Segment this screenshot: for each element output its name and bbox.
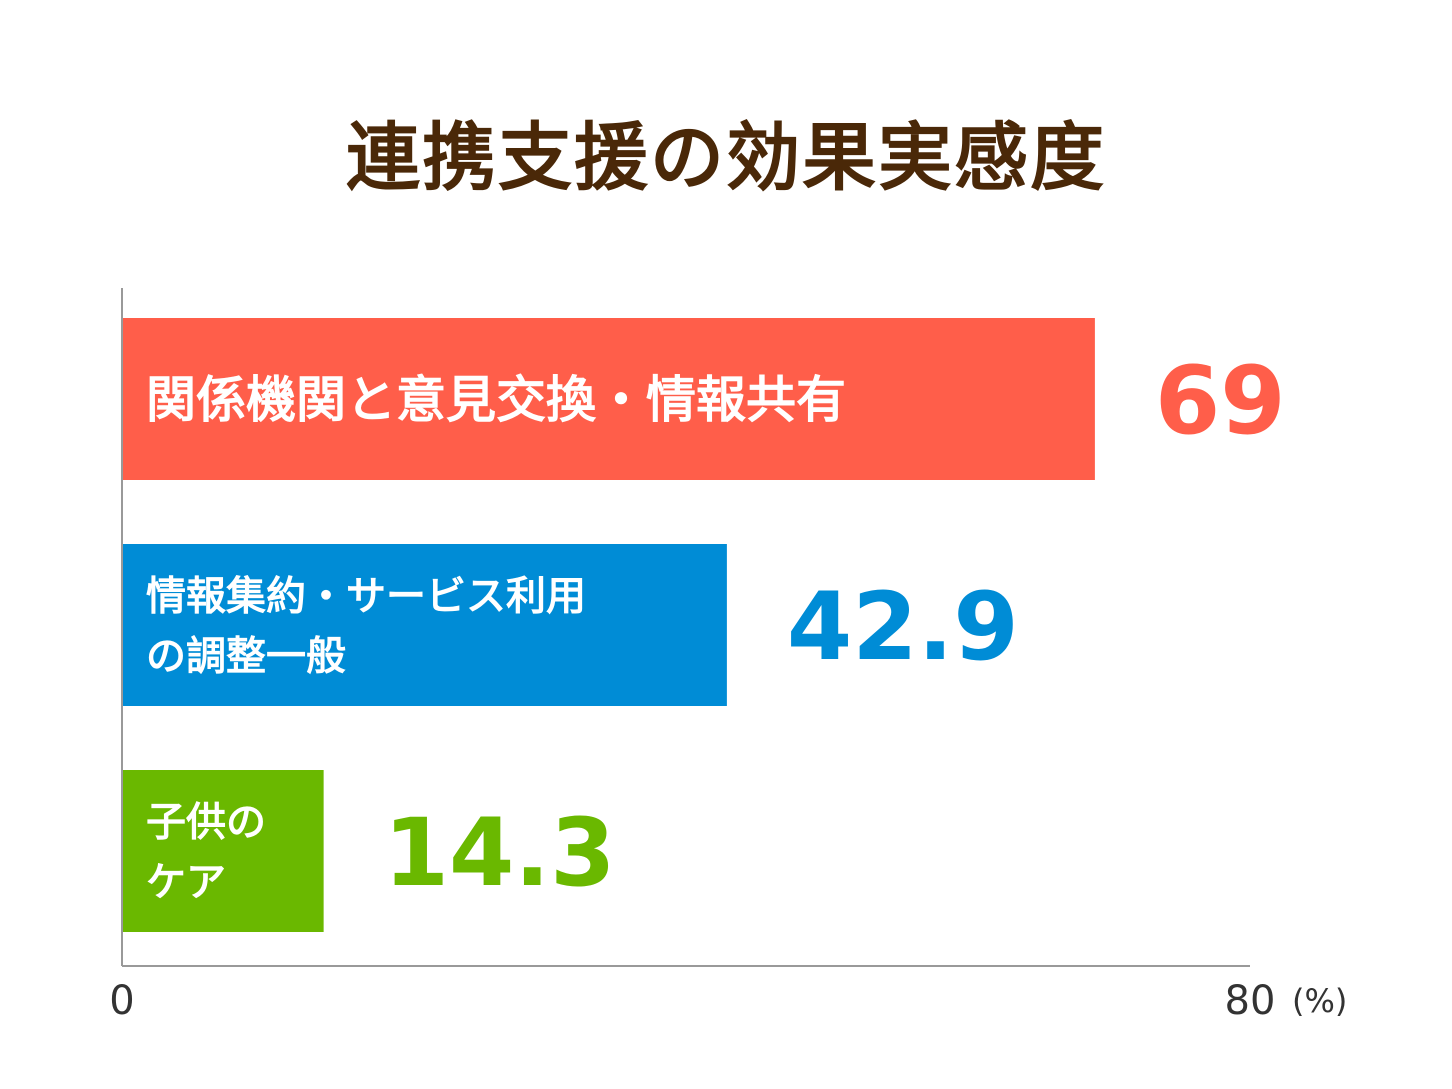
bar	[123, 544, 727, 706]
x-axis-unit: (%)	[1292, 982, 1347, 1020]
category-label: ケア	[146, 859, 226, 905]
category-label: 関係機関と意見交換・情報共有	[146, 371, 846, 429]
x-tick-label-min: 0	[109, 978, 134, 1024]
bar	[123, 770, 324, 932]
data-label: 42.9	[787, 573, 1019, 682]
category-label: の調整一般	[146, 633, 346, 679]
data-label: 14.3	[384, 799, 616, 908]
category-label: 子供の	[146, 799, 266, 845]
category-label: 情報集約・サービス利用	[146, 573, 586, 619]
x-tick-label-max: 80	[1225, 978, 1276, 1024]
bar	[123, 318, 1095, 480]
chart-title: 連携支援の効果実感度	[346, 115, 1106, 201]
data-label: 69	[1155, 347, 1286, 456]
